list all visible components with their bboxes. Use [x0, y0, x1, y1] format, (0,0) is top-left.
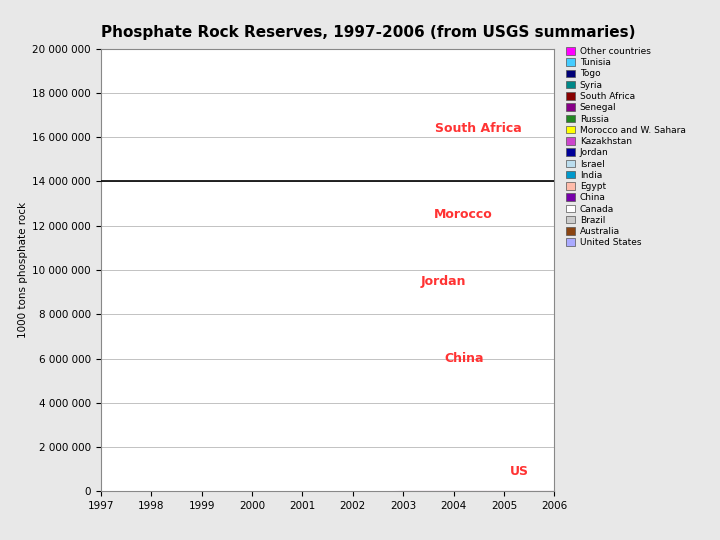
Text: China: China — [444, 352, 483, 365]
Text: Phosphate Rock Reserves, 1997-2006 (from USGS summaries): Phosphate Rock Reserves, 1997-2006 (from… — [101, 25, 635, 40]
Text: Jordan: Jordan — [420, 274, 467, 288]
Text: South Africa: South Africa — [436, 122, 522, 135]
Text: Morocco: Morocco — [434, 208, 493, 221]
Legend: Other countries, Tunisia, Togo, Syria, South Africa, Senegal, Russia, Morocco an: Other countries, Tunisia, Togo, Syria, S… — [564, 44, 688, 250]
Y-axis label: 1000 tons phosphate rock: 1000 tons phosphate rock — [18, 202, 28, 338]
Text: US: US — [510, 465, 528, 478]
